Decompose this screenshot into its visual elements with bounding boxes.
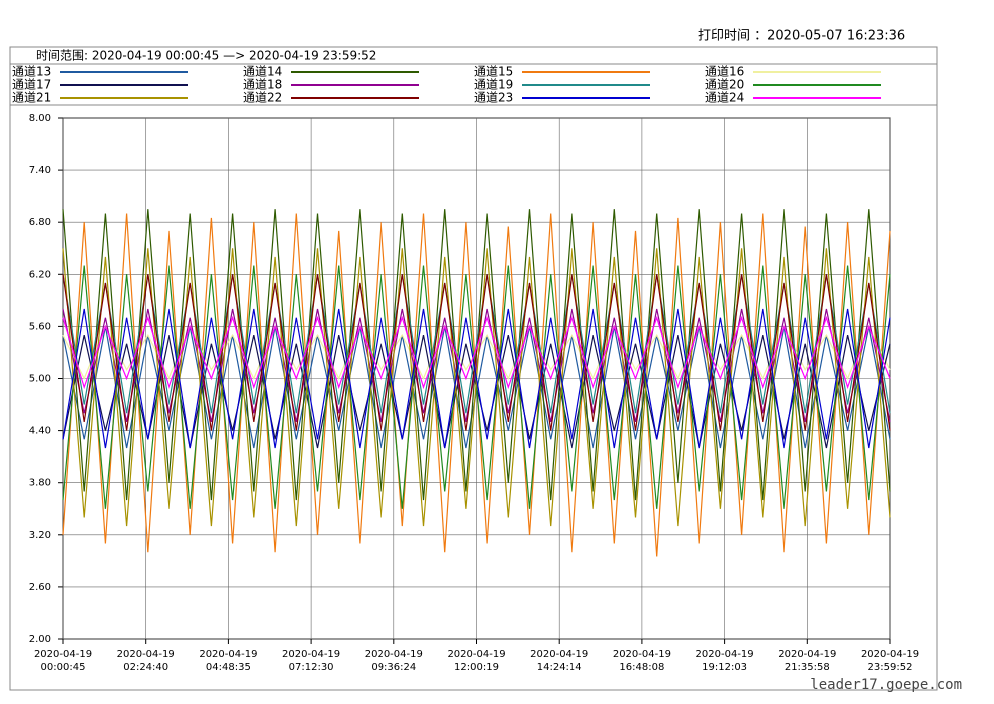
legend-label: 通道19 [474,78,513,92]
y-tick-label: 3.80 [29,478,51,489]
x-tick-label: 2020-04-19 09:36:24 [364,649,423,673]
legend-label: 通道17 [12,78,51,92]
legend-label: 通道14 [243,65,282,79]
legend-label: 通道18 [243,78,282,92]
series-line [62,315,891,390]
y-tick-label: 7.40 [29,165,51,176]
x-tick-label: 2020-04-19 07:12:30 [282,649,341,673]
legend-label: 通道20 [705,78,744,92]
x-tick-label: 2020-04-19 21:35:58 [778,649,837,673]
series-line [62,308,891,423]
series-line [62,308,891,449]
frame [9,46,938,691]
y-tick-label: 6.80 [29,217,51,228]
legend-label: 通道13 [12,65,51,79]
x-tick-label: 2020-04-19 14:24:14 [530,649,589,673]
y-tick-label: 5.00 [29,374,51,385]
y-tick-label: 2.00 [29,634,51,645]
x-tick-label: 2020-04-19 00:00:45 [33,649,93,673]
y-tick-label: 6.20 [29,269,51,280]
x-tick-label: 2020-04-19 23:59:52 [860,649,920,673]
y-tick-label: 5.60 [29,321,51,332]
legend-label: 通道22 [243,91,282,105]
y-tick-label: 8.00 [29,113,51,124]
series-line [62,274,891,414]
x-tick-label: 2020-04-19 02:24:40 [116,649,175,673]
legend-label: 通道21 [12,91,51,105]
legend-label: 通道23 [474,91,513,105]
y-tick-label: 3.20 [29,530,51,541]
time-range: 时间范围: 2020-04-19 00:00:45 —> 2020-04-19 … [36,49,376,63]
legend-label: 通道16 [705,65,744,79]
series-line [62,274,891,431]
legend-label: 通道15 [474,65,513,79]
x-tick-label: 2020-04-19 04:48:35 [199,649,258,673]
x-tick-label: 2020-04-19 12:00:19 [447,649,506,673]
print-time: 打印时间 ：2020-05-07 16:23:36 [698,29,905,44]
y-tick-label: 4.40 [29,426,51,437]
x-tick-label: 2020-04-19 16:48:08 [612,649,671,673]
x-tick-label: 2020-04-19 19:12:03 [695,649,754,673]
watermark: leader17.goepe.com [810,677,962,693]
legend-label: 通道24 [705,91,744,105]
y-tick-label: 2.60 [29,582,51,593]
